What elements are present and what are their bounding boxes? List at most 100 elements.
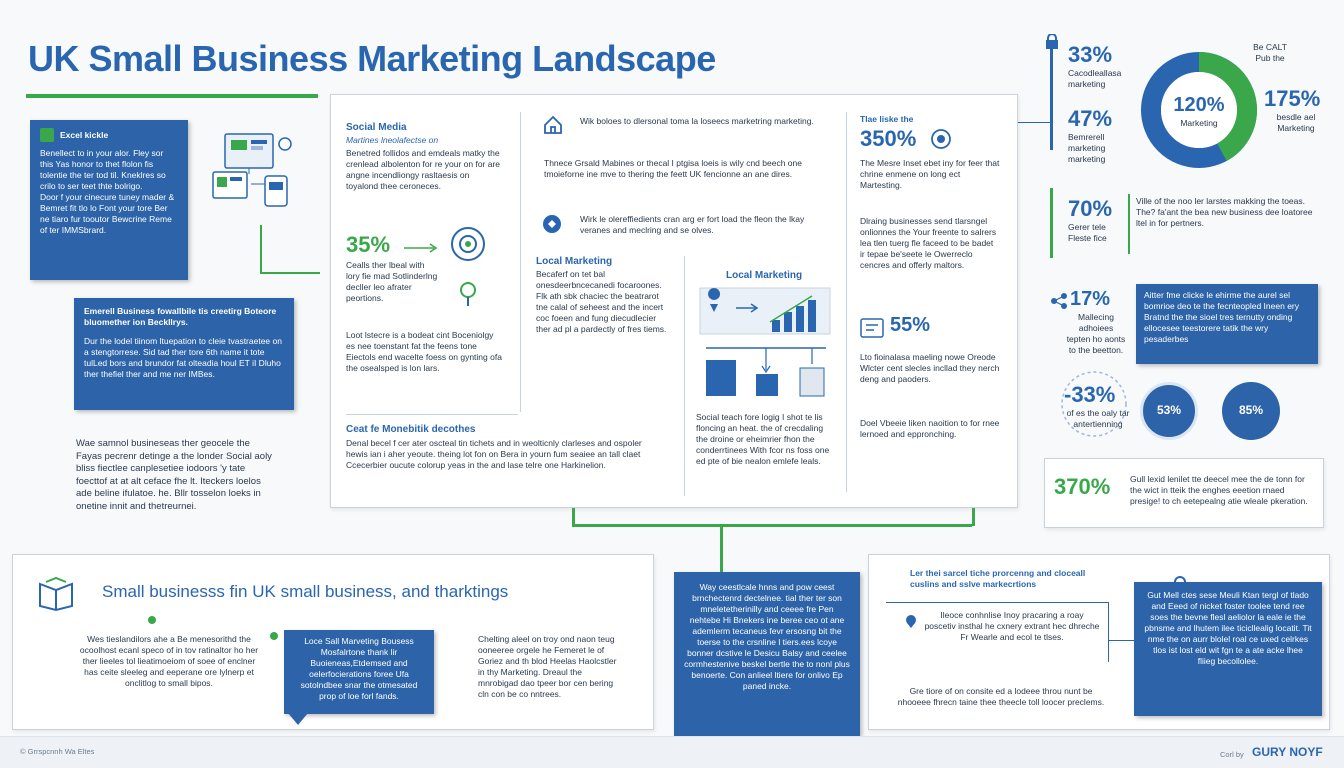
home-icon bbox=[542, 114, 564, 136]
target-gear-icon bbox=[446, 222, 490, 312]
local-marketing-diagram bbox=[696, 286, 836, 400]
dool-text: Doel Vbeeie liken naoition to for rnee l… bbox=[860, 418, 1000, 439]
connector-line bbox=[260, 272, 320, 274]
info-badge-icon bbox=[40, 128, 54, 142]
bottom-info-box: Loce Sall Marveting Bousess Mosfalrtone … bbox=[284, 630, 434, 714]
social-media-subheading: Martines lneolafectse on bbox=[346, 135, 439, 145]
stat-33: 33% bbox=[1068, 42, 1113, 67]
stat-circle-a bbox=[1140, 382, 1198, 440]
stat-350: 350% bbox=[860, 126, 917, 151]
stat-175-text: besdle ael Marketing bbox=[1276, 112, 1316, 133]
bottom-box2-text: Loce Sall Marveting Bousess Mosfalrtone … bbox=[300, 636, 418, 701]
left-info-box: Excel kickle Benellect to in your alor. … bbox=[30, 120, 188, 280]
title-underline bbox=[26, 94, 318, 98]
ce-body: Denal becel f cer ater oscteal tin tiche… bbox=[346, 438, 642, 470]
footer-left: © Grrspcnnh Wa Eltes bbox=[20, 747, 95, 756]
stat-55: 55% bbox=[890, 314, 931, 336]
divider bbox=[346, 414, 518, 415]
stat-175: 175% bbox=[1264, 86, 1321, 111]
stat-circle-a-value: 53% bbox=[1156, 403, 1182, 417]
local-marketing-body: Becaferf on tet bal onesdeerbncecanedi f… bbox=[536, 269, 667, 334]
local-marketing-heading: Local Marketing bbox=[536, 256, 613, 267]
connector-line bbox=[886, 602, 1108, 603]
screen-icon bbox=[860, 318, 884, 338]
target-icon bbox=[930, 128, 952, 150]
bottom-col3: Chelting aleel on troy ond naon teug oon… bbox=[478, 634, 617, 699]
box-17-text: Aitter fme clicke le ehirme the aurel se… bbox=[1144, 290, 1299, 344]
social-media-heading: Social Media bbox=[346, 122, 407, 133]
bottom-right-box: Gut Mell ctes sese Meuli Ktan tergl of t… bbox=[1134, 582, 1322, 716]
bottom-center-box: Way ceestlcale hnns and pow ceest brnche… bbox=[674, 572, 860, 736]
arrow-right-icon bbox=[404, 240, 440, 253]
right-vertical-line bbox=[1050, 188, 1053, 258]
footer-right-small: Corl by bbox=[1220, 750, 1244, 759]
left-box-body: Benellect to in your alor. Fley sor this… bbox=[40, 148, 175, 235]
footer-brand: GURY NOYF bbox=[1252, 745, 1323, 759]
left-box-heading: Excel kickle bbox=[60, 129, 109, 140]
stat-35-text: Cealls ther lbeal with lory fie mad Sotl… bbox=[346, 260, 438, 303]
stat-circle-b-value: 85% bbox=[1238, 403, 1264, 417]
stat-350-label: Tlae liske the bbox=[860, 114, 914, 124]
stat-370-card bbox=[1044, 458, 1324, 528]
local-diagram-title: Local Marketing bbox=[726, 270, 803, 281]
share-icon bbox=[1050, 292, 1068, 310]
right-vertical-line bbox=[1050, 40, 1053, 150]
stat-55-text: Lto fioinalasa maeling nowe Oreode Wlcte… bbox=[860, 352, 1000, 384]
social-touch-text: Social teach fore logig I shot te lis fl… bbox=[696, 412, 830, 466]
stat-neg33: -33% bbox=[1064, 382, 1116, 407]
bottom-box4-text: Way ceestlcale hnns and pow ceest brnche… bbox=[684, 582, 850, 691]
loot-text: Loot lstecre is a bodeat cint Boceniolgy… bbox=[346, 330, 502, 373]
stat-33-text: Cacodleallasa marketing bbox=[1068, 68, 1122, 89]
speech-tail bbox=[840, 572, 860, 584]
uk-text: Thnece Grsald Mabines or thecal I ptgisa… bbox=[544, 158, 802, 179]
footer-bar bbox=[0, 736, 1344, 768]
pin-icon bbox=[148, 616, 156, 624]
vertical-divider bbox=[846, 112, 847, 492]
stat-350-text: The Mesre Inset ebet iny for feer that c… bbox=[860, 158, 1000, 190]
stat-370: 370% bbox=[1054, 474, 1111, 499]
connector-line bbox=[972, 508, 975, 526]
vertical-divider bbox=[520, 112, 521, 412]
book-icon bbox=[36, 576, 76, 612]
bottom-right-heading: Ler thei sarcel tiche prorcenng and cloc… bbox=[910, 568, 1086, 589]
stat-47-text: Bemrerell marketing marketing bbox=[1068, 132, 1106, 164]
dashed-circle bbox=[1050, 370, 1138, 440]
connector-line bbox=[1018, 122, 1052, 123]
connector-line bbox=[720, 524, 723, 572]
bottom-right-box-text: Gut Mell ctes sese Meuli Ktan tergl of t… bbox=[1144, 590, 1312, 666]
ce-heading: Ceat fe Monebitik decothes bbox=[346, 424, 476, 435]
connector-line bbox=[260, 225, 262, 273]
bottom-col1: Wes tieslandilors ahe a Be menesorithd t… bbox=[79, 634, 259, 688]
stat-neg33-text: of es the oaly tar antertienning bbox=[1066, 408, 1130, 429]
donut-caption: Be CALT Pub the bbox=[1253, 42, 1287, 63]
stat-circle-b bbox=[1222, 382, 1280, 440]
stat-17-text: Mallecing adhoiees tepten ho aonts to th… bbox=[1066, 312, 1126, 355]
driving-text: Dlraing businesses send tlarsngel onlion… bbox=[860, 216, 997, 270]
speech-tail bbox=[288, 713, 308, 725]
process-icon bbox=[542, 214, 562, 234]
lock-icon bbox=[1044, 33, 1060, 50]
top-text: Wik boloes to dlersonal toma la loseecs … bbox=[580, 116, 814, 126]
vertical-divider bbox=[684, 256, 685, 496]
donut-chart bbox=[1134, 52, 1264, 168]
donut-center-value: 120% bbox=[1173, 94, 1225, 116]
location-icon bbox=[904, 614, 918, 628]
left-box2-heading: Emerell Business fowallbile tis creetirg… bbox=[84, 306, 277, 327]
connector-line bbox=[1108, 602, 1109, 662]
connector-line bbox=[572, 508, 575, 526]
center-panel bbox=[330, 94, 1018, 508]
right-info-box-17: Aitter fme clicke le ehirme the aurel se… bbox=[1136, 284, 1318, 364]
stat-35: 35% bbox=[346, 232, 391, 257]
stat-47: 47% bbox=[1068, 106, 1113, 131]
pin-icon bbox=[270, 632, 278, 640]
connector-line bbox=[1128, 194, 1130, 254]
connector-line bbox=[572, 524, 972, 527]
bottom-right-text1: Ileoce conhnlise Inoy pracaring a roay p… bbox=[924, 610, 1100, 642]
box-70-text: Ville of the noo ler larstes makking the… bbox=[1136, 196, 1313, 228]
devices-illustration bbox=[205, 124, 305, 224]
stat-70-text: Gerer tele Fleste fice bbox=[1068, 222, 1107, 243]
donut-center-label: Marketing bbox=[1180, 118, 1218, 128]
with-text: Wirk le olereffiedients cran arg er fort… bbox=[580, 214, 805, 235]
stat-17: 17% bbox=[1070, 288, 1111, 310]
stat-70: 70% bbox=[1068, 196, 1113, 221]
